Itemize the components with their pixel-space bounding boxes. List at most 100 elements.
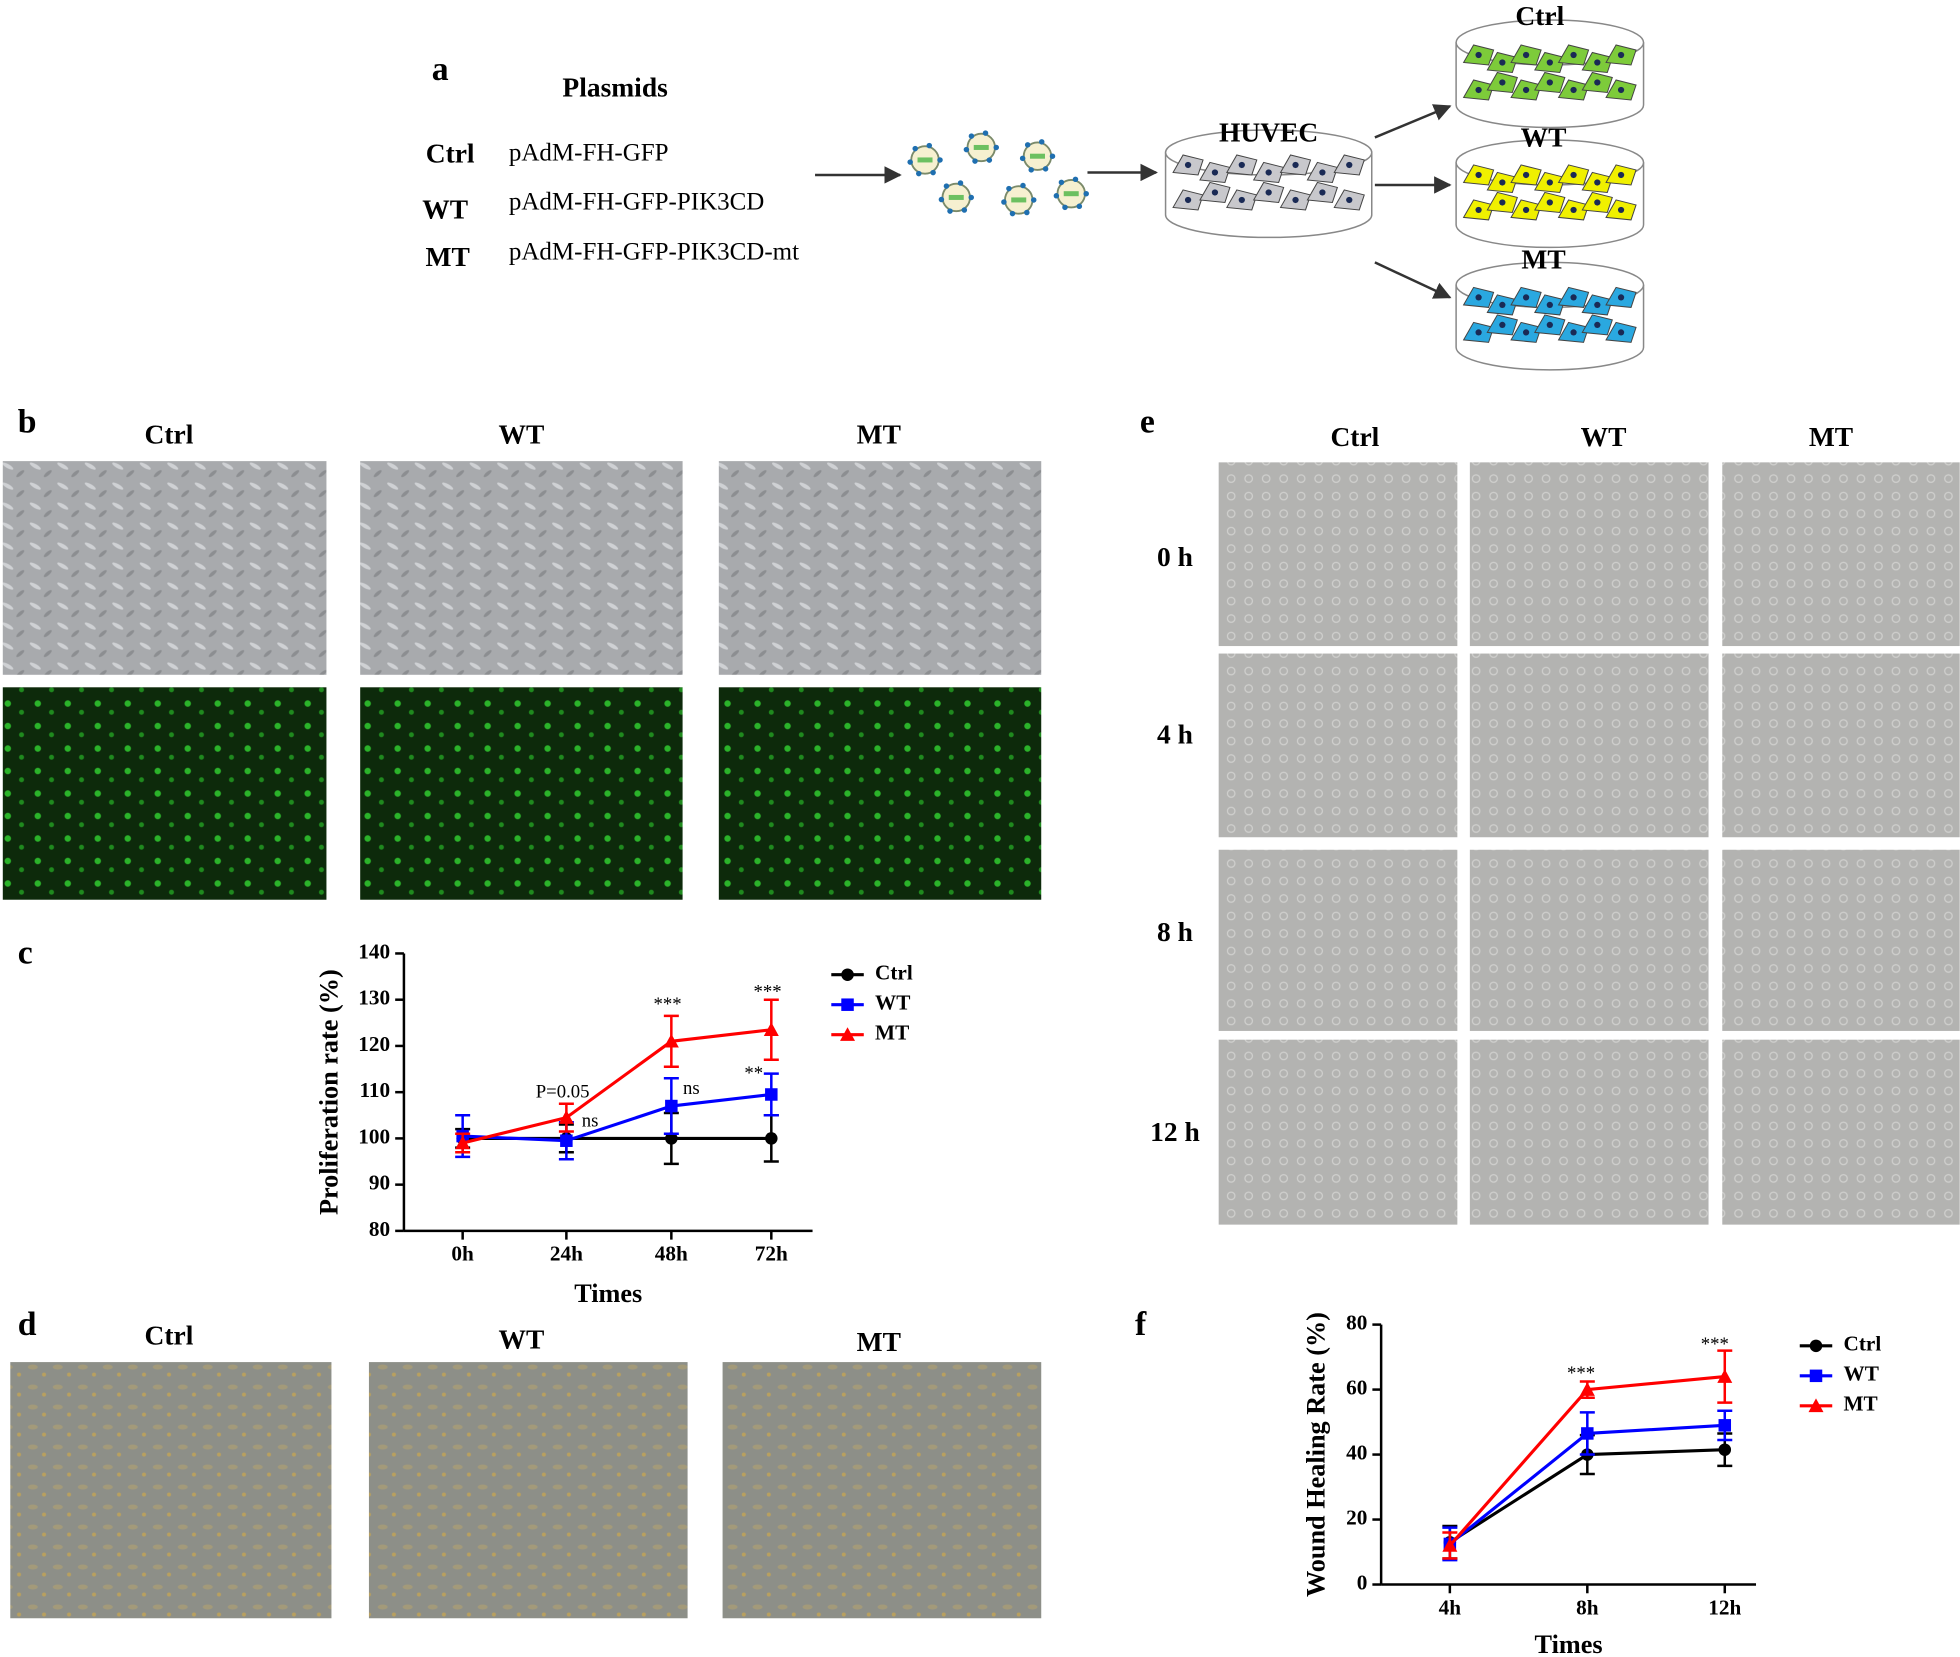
virus-spike	[916, 170, 922, 177]
y-tick-label: 80	[369, 1217, 390, 1241]
virus-spike	[968, 194, 975, 201]
nucleus	[1522, 51, 1530, 59]
virus-spike	[938, 196, 945, 203]
micrograph	[2, 687, 327, 900]
nucleus	[1522, 294, 1530, 301]
virus-spike	[1019, 155, 1026, 162]
group-label: WT	[422, 195, 468, 225]
y-tick-label: 90	[369, 1171, 390, 1195]
nucleus	[1546, 301, 1553, 309]
nucleus	[1475, 171, 1482, 179]
marker	[1579, 1382, 1595, 1396]
nucleus	[1617, 86, 1625, 94]
nucleus	[1211, 189, 1219, 196]
nucleus	[1546, 321, 1553, 329]
x-tick-label: 48h	[655, 1242, 688, 1266]
virus-spike	[1006, 185, 1012, 192]
virus-core	[1063, 191, 1079, 197]
nucleus	[1546, 79, 1553, 86]
annotation: ***	[1701, 1334, 1729, 1355]
row-label: 12 h	[1150, 1117, 1200, 1147]
annotation: ***	[1567, 1363, 1595, 1384]
nucleus	[1594, 321, 1601, 329]
marker	[1581, 1427, 1594, 1440]
marker	[1442, 1538, 1458, 1552]
x-tick-label: 8h	[1576, 1595, 1599, 1619]
nucleus	[1319, 189, 1326, 196]
marker	[1717, 1369, 1733, 1383]
y-tick-label: 110	[359, 1078, 390, 1102]
panel-label: d	[18, 1306, 37, 1343]
plasmid-name: pAdM-FH-GFP	[509, 140, 669, 167]
virus-spike	[947, 208, 953, 214]
micrograph	[1722, 1039, 1960, 1225]
column-label: WT	[498, 1324, 544, 1354]
nucleus	[1265, 169, 1272, 176]
dish-label: Ctrl	[1515, 1, 1564, 31]
virus-spike	[968, 133, 975, 139]
group-label: Ctrl	[426, 139, 475, 169]
nucleus	[1292, 196, 1299, 204]
virus-spike	[1062, 204, 1068, 211]
nucleus	[1522, 171, 1530, 179]
nucleus	[1522, 86, 1530, 94]
nucleus	[1346, 196, 1353, 204]
nucleus	[1346, 161, 1353, 169]
micrograph	[1722, 653, 1960, 838]
x-tick-label: 12h	[1708, 1595, 1741, 1619]
marker	[1718, 1443, 1732, 1456]
x-axis-title: Times	[1535, 1630, 1603, 1657]
annotation: ***	[754, 982, 782, 1003]
micrograph	[1469, 653, 1709, 838]
virus-spike	[1020, 182, 1026, 189]
y-axis-title: Proliferation rate (%)	[314, 969, 343, 1215]
plasmid-name: pAdM-FH-GFP-PIK3CD-mt	[509, 238, 799, 265]
nucleus	[1617, 206, 1625, 214]
micrograph	[2, 461, 327, 675]
annotation: **	[744, 1063, 763, 1084]
micrograph	[718, 461, 1042, 675]
micrograph	[1469, 849, 1709, 1031]
panel-label: a	[432, 51, 449, 88]
nucleus	[1475, 51, 1482, 59]
nucleus	[1570, 171, 1577, 179]
legend-label: Ctrl	[1843, 1332, 1881, 1356]
virus-spike	[907, 159, 913, 165]
panel-label: f	[1135, 1306, 1147, 1343]
y-tick-label: 0	[1357, 1570, 1368, 1594]
y-tick-label: 120	[358, 1032, 390, 1056]
column-label: WT	[498, 420, 544, 450]
legend-marker	[1809, 1339, 1823, 1353]
dish-label: WT	[1521, 122, 1567, 152]
y-tick-label: 100	[358, 1124, 390, 1148]
nucleus	[1499, 179, 1506, 186]
micrograph	[360, 461, 683, 675]
legend-marker	[1808, 1398, 1824, 1413]
virus-spike	[1028, 167, 1034, 173]
virus-spike	[943, 183, 950, 189]
column-label: Ctrl	[145, 420, 194, 450]
nucleus	[1617, 294, 1625, 301]
arrow	[1374, 261, 1452, 299]
column-label: MT	[1809, 422, 1853, 452]
diagram-decor	[907, 19, 1645, 371]
nucleus	[1617, 329, 1625, 336]
cell-line-label: HUVEC	[1219, 117, 1318, 147]
virus-spike	[961, 207, 968, 213]
nucleus	[1570, 329, 1577, 336]
micrograph	[718, 687, 1042, 900]
virus-spike	[1024, 142, 1031, 148]
nucleus	[1617, 51, 1625, 59]
nucleus	[1238, 161, 1245, 169]
y-tick-label: 40	[1346, 1440, 1367, 1464]
virus-spike	[930, 169, 936, 176]
virus-spike	[1083, 190, 1089, 197]
x-tick-label: 72h	[755, 1242, 788, 1266]
virus-spike	[1042, 166, 1049, 172]
nucleus	[1546, 179, 1553, 186]
virus-spike	[1038, 139, 1045, 145]
legend-label: WT	[1843, 1362, 1878, 1386]
virus-spike	[963, 146, 970, 153]
virus-spike	[1058, 179, 1065, 186]
nucleus	[1211, 169, 1219, 176]
